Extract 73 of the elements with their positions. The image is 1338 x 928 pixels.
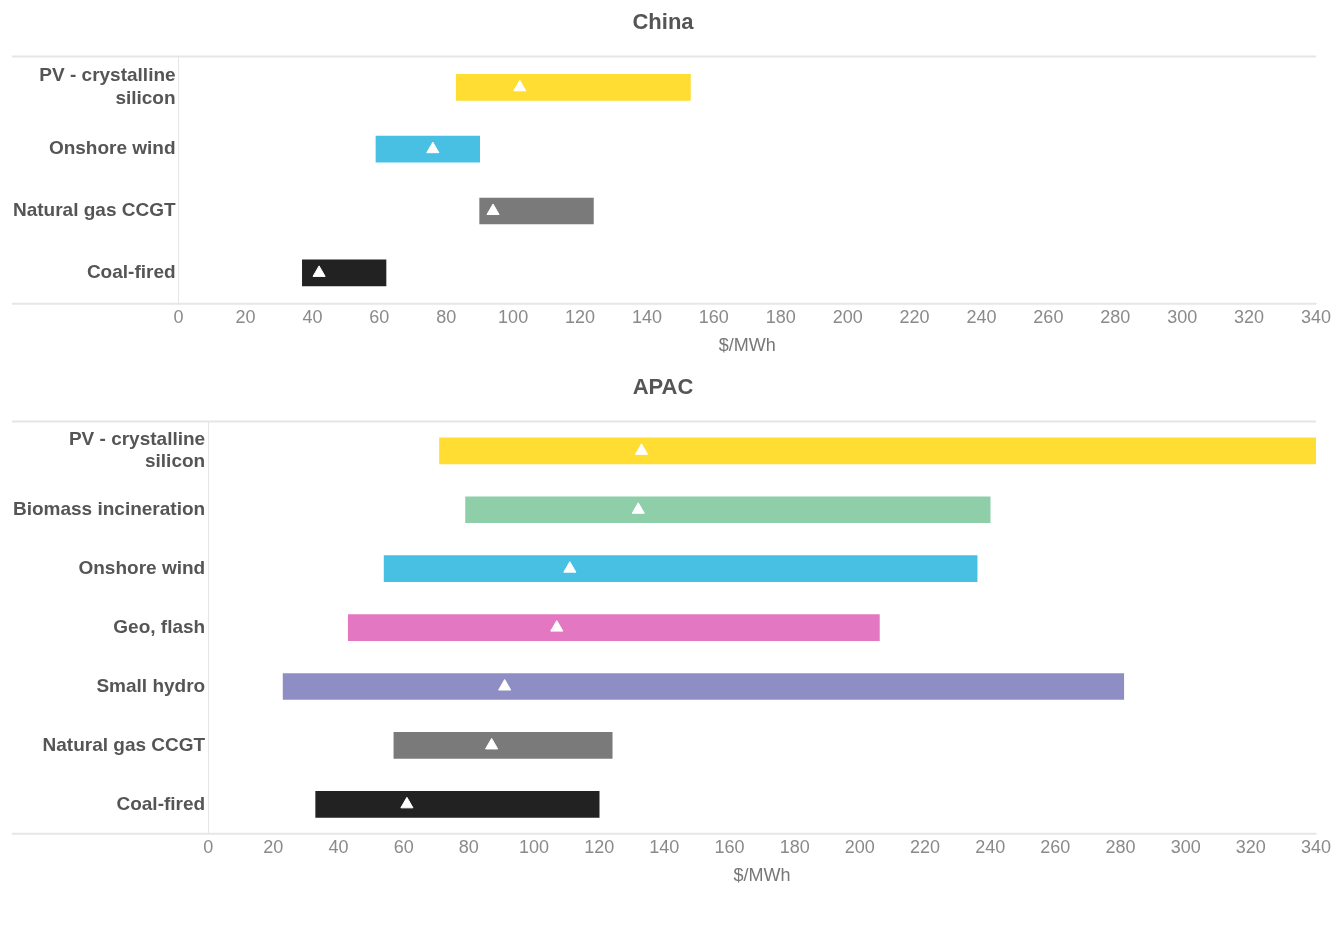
x-tick-label: 320 <box>1234 306 1265 327</box>
bar <box>347 614 880 641</box>
point <box>400 796 414 809</box>
bar <box>375 135 480 163</box>
point <box>513 79 527 92</box>
point <box>485 737 499 750</box>
y-tick-label: Small hydro <box>96 674 206 696</box>
x-tick-label: 100 <box>498 306 529 327</box>
x-tick-label: 120 <box>565 306 596 327</box>
bar <box>383 555 978 583</box>
x-tick-label: 300 <box>1167 306 1198 327</box>
x-tick-label: 60 <box>393 836 414 857</box>
y-tick-label: Coal-fired <box>116 792 206 814</box>
point <box>550 620 564 632</box>
y-tick-label: Natural gas CCGT <box>12 199 176 221</box>
x-tick-label: 260 <box>1040 836 1071 857</box>
bar <box>393 732 613 759</box>
x-tick-label: 20 <box>263 836 284 857</box>
point <box>634 443 649 455</box>
x-tick-label: 280 <box>1105 836 1136 857</box>
point <box>426 141 440 154</box>
x-tick-label: 300 <box>1170 836 1201 857</box>
x-tick-label: 20 <box>235 306 256 327</box>
x-tick-label: 100 <box>518 836 550 857</box>
x-axis-title: $/MWh <box>733 865 791 886</box>
x-tick-label: 200 <box>844 836 875 857</box>
bar <box>282 673 1125 700</box>
chart-title: China <box>632 9 695 35</box>
x-tick-label: 180 <box>765 306 796 327</box>
bar <box>315 791 600 818</box>
x-tick-label: 40 <box>328 836 349 857</box>
x-tick-label: 340 <box>1300 836 1332 857</box>
chart-title: APAC <box>632 374 694 400</box>
y-tick-label: PV - crystalline silicon <box>39 64 176 108</box>
y-tick-label: Onshore wind <box>78 556 206 578</box>
x-tick-label: 220 <box>909 836 941 857</box>
x-tick-label: 80 <box>436 306 457 327</box>
x-tick-label: 0 <box>203 836 214 857</box>
y-tick-label: Natural gas CCGT <box>42 733 206 755</box>
y-tick-label: Onshore wind <box>48 137 176 159</box>
point <box>486 203 500 216</box>
x-tick-label: 80 <box>458 836 479 857</box>
x-tick-label: 40 <box>302 306 323 327</box>
x-tick-label: 240 <box>966 306 997 327</box>
x-tick-label: 160 <box>698 306 729 327</box>
bar <box>455 74 691 101</box>
x-tick-label: 180 <box>779 836 810 857</box>
x-tick-label: 260 <box>1033 306 1064 327</box>
point <box>631 502 645 514</box>
bar <box>479 197 594 225</box>
point <box>312 265 326 277</box>
x-tick-label: 160 <box>714 836 745 857</box>
point <box>563 561 577 573</box>
x-tick-label: 0 <box>173 306 184 327</box>
bar <box>302 259 387 287</box>
x-axis-title: $/MWh <box>718 335 776 356</box>
x-tick-label: 320 <box>1235 836 1266 857</box>
y-tick-label: Biomass incineration <box>12 498 206 520</box>
bar <box>439 437 1316 465</box>
y-tick-label: PV - crystalline silicon <box>68 427 206 472</box>
x-tick-label: 240 <box>975 836 1006 857</box>
x-tick-label: 140 <box>649 836 680 857</box>
x-tick-label: 200 <box>832 306 863 327</box>
x-tick-label: 220 <box>899 306 930 327</box>
x-tick-label: 140 <box>631 306 662 327</box>
y-tick-label: Geo, flash <box>113 615 206 637</box>
y-tick-label: Coal-fired <box>86 261 176 283</box>
x-tick-label: 280 <box>1100 306 1131 327</box>
x-tick-label: 340 <box>1300 306 1332 327</box>
bar <box>465 496 991 524</box>
x-tick-label: 60 <box>369 306 390 327</box>
point <box>498 679 512 691</box>
x-tick-label: 120 <box>584 836 615 857</box>
